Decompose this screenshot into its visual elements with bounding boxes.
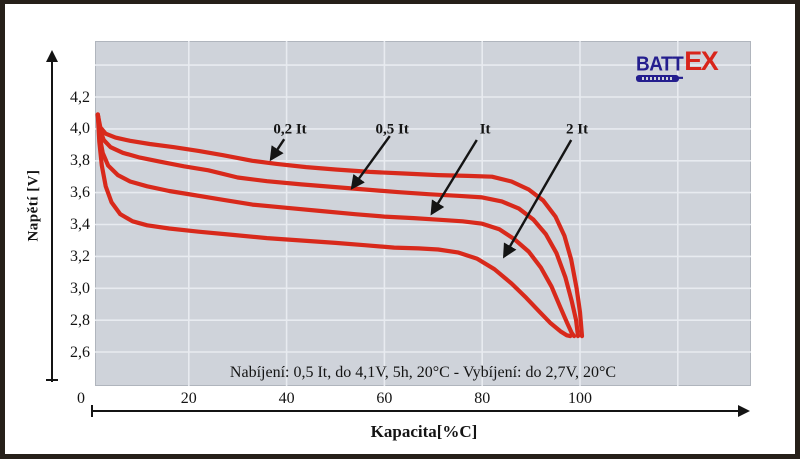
discharge-curves xyxy=(95,112,585,339)
x-axis-title: Kapacita[%C] xyxy=(370,422,478,441)
y-tick-label: 3,0 xyxy=(70,279,90,297)
curve-2-It xyxy=(95,112,573,339)
x-tick-label: 60 xyxy=(376,390,393,407)
logo-tagline-text xyxy=(642,77,673,80)
axis-arrows xyxy=(46,50,750,417)
y-tick-label: 3,2 xyxy=(70,247,90,265)
curve-label-0-2-It: 0,2 It xyxy=(273,121,307,138)
x-tick-label: 80 xyxy=(474,390,491,407)
y-tick-label: 4,2 xyxy=(70,88,90,106)
curve-It xyxy=(95,112,577,339)
y-tick-label: 2,8 xyxy=(70,311,90,329)
label-arrows xyxy=(269,135,573,259)
plot-area xyxy=(95,41,751,386)
logo-ex-text: EX xyxy=(684,46,719,76)
x-tick-label: 0 xyxy=(77,390,85,407)
y-tick-label: 4,0 xyxy=(70,120,90,138)
x-tick-label: 100 xyxy=(568,390,592,407)
y-tick-label: 2,6 xyxy=(70,343,90,361)
curve-label-It: It xyxy=(479,121,491,138)
gridlines xyxy=(95,41,751,386)
curve-0-5-It xyxy=(95,112,581,339)
y-tick-label: 3,4 xyxy=(70,216,90,234)
curve-0-2-It xyxy=(95,112,585,339)
y-tick-label: 3,6 xyxy=(70,184,90,202)
battex-logo: BATT EX xyxy=(636,46,719,85)
curve-label-2-It: 2 It xyxy=(566,121,589,138)
x-tick-label: 20 xyxy=(180,390,197,407)
logo-tagline-bar xyxy=(636,75,679,82)
y-tick-label: 3,8 xyxy=(70,152,90,170)
curve-label-0-5-It: 0,5 It xyxy=(375,121,409,138)
conditions-annotation: Nabíjení: 0,5 It, do 4,1V, 5h, 20°C - Vy… xyxy=(229,364,617,381)
x-tick-label: 40 xyxy=(278,390,295,407)
